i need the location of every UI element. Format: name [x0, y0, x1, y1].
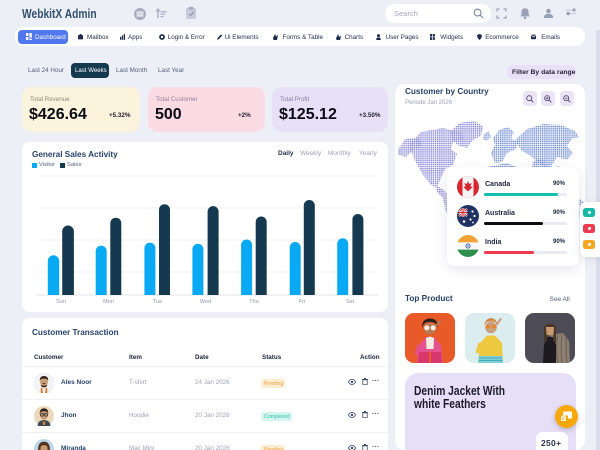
svg-text:Sun: Sun [56, 299, 66, 305]
svg-text:Wed: Wed [200, 299, 211, 305]
svg-text:Sat: Sat [346, 299, 355, 305]
svg-text:Thu: Thu [249, 299, 258, 305]
svg-text:Mon: Mon [103, 299, 114, 305]
svg-text:Fri: Fri [299, 299, 305, 305]
svg-text:Tue: Tue [153, 299, 162, 305]
